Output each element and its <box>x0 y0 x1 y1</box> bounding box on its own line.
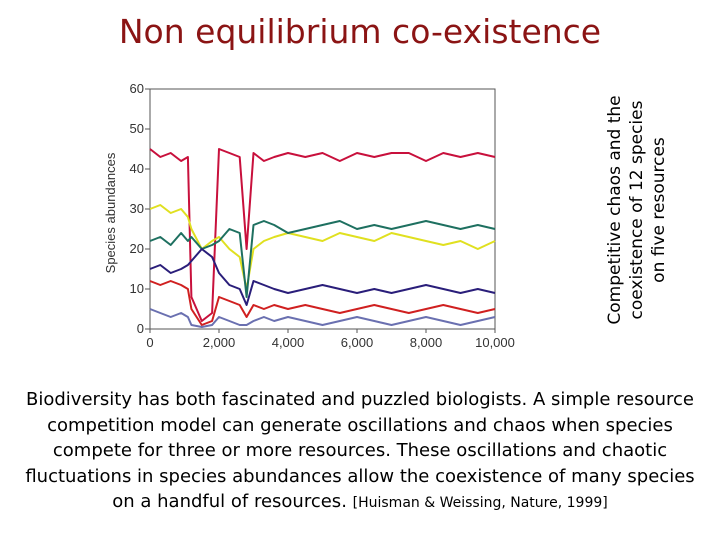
side-caption: Competitive chaos and the coexistence of… <box>605 95 669 325</box>
y-axis-label: Species abundances <box>103 152 118 273</box>
x-tick-label: 6,000 <box>341 335 374 350</box>
y-tick-label: 0 <box>137 321 144 336</box>
body-text: Biodiversity has both fascinated and puz… <box>20 387 700 517</box>
series-line-5 <box>149 280 496 326</box>
x-tick-label: 4,000 <box>272 335 305 350</box>
y-tick-label: 40 <box>130 161 144 176</box>
series-line-2 <box>149 204 496 290</box>
series-layer <box>149 148 496 328</box>
series-line-4 <box>149 248 496 306</box>
axis-layer: 0 10 20 30 40 50 60 0 2,000 4,000 6,000 8,000 10,000 <box>130 81 515 350</box>
x-tick-label: 2,000 <box>203 335 236 350</box>
x-tick-label: 0 <box>146 335 153 350</box>
series-line-3 <box>149 220 496 298</box>
x-tick-label: 8,000 <box>410 335 443 350</box>
plot-frame <box>149 88 496 330</box>
y-tick-label: 30 <box>130 201 144 216</box>
citation: [Huisman & Weissing, Nature, 1999] <box>352 495 608 511</box>
slide-title: Non equilibrium co-existence <box>118 12 602 51</box>
chart: 0 10 20 30 40 50 60 0 2,000 4,000 6,000 8,000 10,000… <box>103 81 515 350</box>
body-paragraph: Biodiversity has both fascinated and puz… <box>25 389 695 512</box>
y-tick-label: 10 <box>130 281 144 296</box>
series-line-6 <box>149 308 496 328</box>
y-tick-label: 50 <box>130 121 144 136</box>
x-tick-label: 10,000 <box>475 335 515 350</box>
y-tick-label: 60 <box>130 81 144 96</box>
series-line-1 <box>149 148 496 322</box>
y-tick-label: 20 <box>130 241 144 256</box>
